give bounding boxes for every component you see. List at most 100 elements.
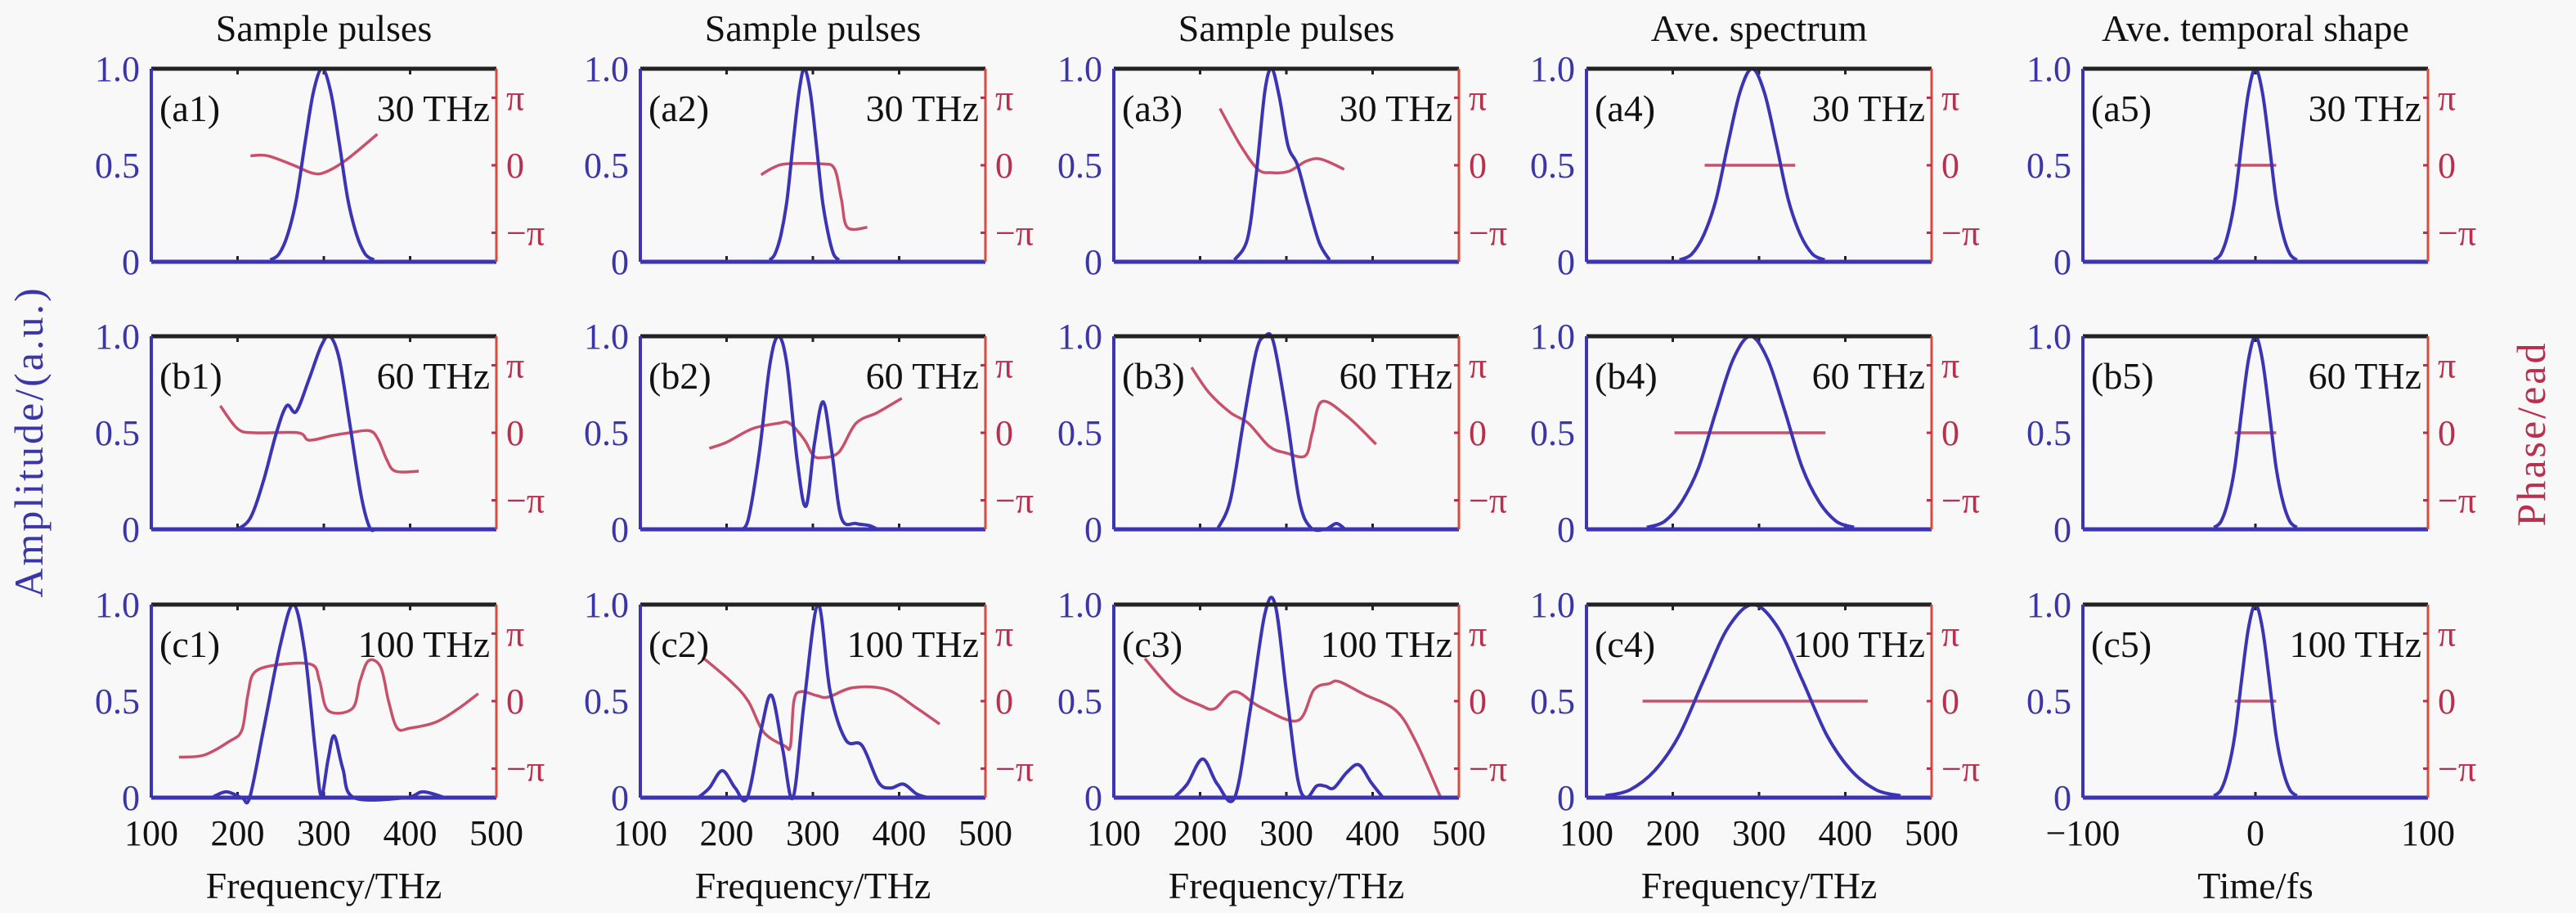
subplot-c3: 0 0.5 1.0 −π 0 π (c3) 100 THz 100 200 300 400 500 Fre… <box>1057 585 1507 906</box>
phase-tick-label: −π <box>1469 481 1507 521</box>
x-tick-label: 100 <box>1560 813 1613 853</box>
x-tick-label: 400 <box>873 813 927 853</box>
x-tick-label: 400 <box>1346 813 1400 853</box>
panel-label: (a2) <box>648 88 709 129</box>
phase-tick-label: π <box>995 614 1013 654</box>
phase-tick-label: π <box>1941 345 1959 385</box>
phase-tick-label: π <box>1941 614 1959 654</box>
bandwidth-label: 30 THz <box>866 88 979 129</box>
phase-tick-label: −π <box>506 481 545 521</box>
panel-grid: 0 0.5 1.0 −π 0 π (a1) 30 THz Sample pulses 0 0.5 1.… <box>95 7 2476 906</box>
bandwidth-label: 30 THz <box>377 88 490 129</box>
x-tick-label: 300 <box>1732 813 1786 853</box>
bandwidth-label: 100 THz <box>2290 623 2421 665</box>
panel-label: (c1) <box>159 623 220 665</box>
x-axis-label: Frequency/THz <box>1641 865 1878 906</box>
bandwidth-label: 30 THz <box>1812 88 1925 129</box>
y-tick-label: 0 <box>1557 242 1575 282</box>
column-title: Sample pulses <box>1178 7 1394 49</box>
y-tick-label: 0.5 <box>1057 413 1102 453</box>
y-tick-label: 0 <box>1557 510 1575 550</box>
phase-tick-label: −π <box>1469 749 1507 789</box>
panel-label: (b1) <box>159 355 222 397</box>
y-tick-label: 1.0 <box>1530 49 1575 89</box>
panel-label: (c5) <box>2091 623 2152 665</box>
y-tick-label: 1.0 <box>584 585 629 625</box>
phase-tick-label: −π <box>2438 214 2476 254</box>
phase-tick-label: −π <box>2438 481 2476 521</box>
y-tick-label: 1.0 <box>1057 585 1102 625</box>
y-tick-label: 0 <box>2053 510 2071 550</box>
panel-label: (c3) <box>1122 623 1183 665</box>
plot-area <box>640 336 985 529</box>
phase-curve <box>178 658 479 759</box>
right-y-axis-label: Phase/ead <box>2508 341 2554 527</box>
phase-tick-label: −π <box>1941 749 1980 789</box>
phase-tick-label: 0 <box>995 146 1013 186</box>
x-tick-label: 100 <box>124 813 178 853</box>
bandwidth-label: 30 THz <box>2309 88 2421 129</box>
phase-tick-label: π <box>995 78 1013 118</box>
x-tick-label: 100 <box>2401 813 2455 853</box>
subplot-a5: 0 0.5 1.0 −π 0 π (a5) 30 THz Ave. temporal shape <box>2026 7 2476 282</box>
x-tick-label: 500 <box>958 813 1012 853</box>
y-tick-label: 0.5 <box>1530 681 1575 722</box>
x-axis-label: Frequency/THz <box>695 865 931 906</box>
phase-tick-label: π <box>1941 78 1959 118</box>
y-tick-label: 0.5 <box>1530 146 1575 186</box>
column-title: Sample pulses <box>705 7 921 49</box>
phase-tick-label: π <box>1469 78 1487 118</box>
phase-tick-label: π <box>1469 614 1487 654</box>
y-tick-label: 0.5 <box>584 146 629 186</box>
plot-area <box>1114 336 1459 529</box>
panel-label: (b5) <box>2091 355 2154 397</box>
bandwidth-label: 30 THz <box>1340 88 1452 129</box>
left-y-axis-label: Amplitude/(a.u.) <box>6 286 52 597</box>
y-tick-label: 0 <box>611 510 629 550</box>
panel-label: (c4) <box>1595 623 1655 665</box>
x-axis-label: Frequency/THz <box>206 865 442 906</box>
y-tick-label: 0 <box>1084 510 1102 550</box>
subplot-a1: 0 0.5 1.0 −π 0 π (a1) 30 THz Sample pulses <box>95 7 545 282</box>
x-axis-label: Time/fs <box>2197 865 2313 906</box>
subplot-b3: 0 0.5 1.0 −π 0 π (b3) 60 THz <box>1057 317 1507 550</box>
subplot-b1: 0 0.5 1.0 −π 0 π (b1) 60 THz <box>95 317 545 550</box>
y-tick-label: 0 <box>611 242 629 282</box>
y-tick-label: 0 <box>2053 778 2071 818</box>
x-tick-label: 200 <box>1174 813 1227 853</box>
panel-label: (a3) <box>1122 88 1183 129</box>
panel-label: (a5) <box>2091 88 2152 129</box>
bandwidth-label: 100 THz <box>1793 623 1925 665</box>
x-tick-label: 500 <box>1905 813 1959 853</box>
subplot-c2: 0 0.5 1.0 −π 0 π (c2) 100 THz 100 200 300 400 500 Fre… <box>584 585 1034 906</box>
subplot-a4: 0 0.5 1.0 −π 0 π (a4) 30 THz Ave. spectrum <box>1530 7 1980 282</box>
phase-tick-label: 0 <box>506 146 524 186</box>
phase-tick-label: 0 <box>1941 681 1959 722</box>
x-tick-label: 300 <box>1259 813 1313 853</box>
y-tick-label: 0 <box>1084 242 1102 282</box>
bandwidth-label: 60 THz <box>377 355 490 397</box>
phase-tick-label: −π <box>2438 749 2476 789</box>
y-tick-label: 0.5 <box>1530 413 1575 453</box>
panel-label: (b4) <box>1595 355 1658 397</box>
phase-tick-label: 0 <box>2438 681 2456 722</box>
amplitude-curve <box>697 602 928 803</box>
phase-curve <box>250 133 379 176</box>
amplitude-curve <box>236 334 376 533</box>
y-tick-label: 0 <box>122 242 140 282</box>
phase-curve <box>701 656 941 751</box>
phase-tick-label: −π <box>506 214 545 254</box>
y-tick-label: 0.5 <box>1057 681 1102 722</box>
x-tick-label: 100 <box>613 813 667 853</box>
y-tick-label: 1.0 <box>95 49 140 89</box>
phase-tick-label: 0 <box>1469 146 1487 186</box>
y-tick-label: 0.5 <box>95 681 140 722</box>
y-tick-label: 0.5 <box>95 413 140 453</box>
panel-label: (b3) <box>1122 355 1185 397</box>
column-title: Ave. spectrum <box>1651 7 1868 49</box>
phase-tick-label: π <box>2438 345 2456 385</box>
phase-tick-label: −π <box>1469 214 1507 254</box>
subplot-b5: 0 0.5 1.0 −π 0 π (b5) 60 THz <box>2026 317 2476 550</box>
y-tick-label: 0 <box>2053 242 2071 282</box>
subplot-c4: 0 0.5 1.0 −π 0 π (c4) 100 THz 100 200 300 400 500 Fre… <box>1530 585 1980 906</box>
